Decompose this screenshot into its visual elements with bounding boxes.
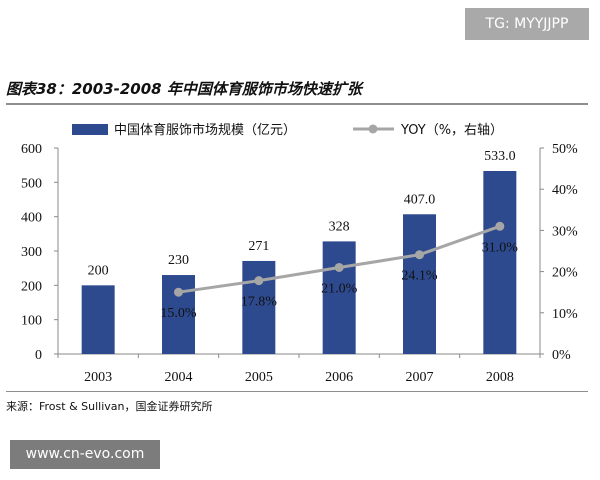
source-rule	[6, 391, 588, 392]
axes: 01002003004005006000%10%20%30%40%50%2003…	[21, 142, 578, 385]
yoy-value-label: 21.0%	[321, 281, 358, 296]
yoy-point	[415, 250, 424, 260]
line-series	[174, 221, 505, 297]
right-tick-label: 50%	[552, 142, 578, 157]
right-tick-label: 30%	[552, 224, 578, 239]
x-tick-label: 2007	[406, 370, 434, 385]
bar-value-label: 200	[88, 263, 109, 278]
bar-value-label: 271	[248, 239, 269, 254]
bar	[403, 214, 436, 354]
figure-title: 图表38：2003-2008 年中国体育服饰市场快速扩张	[6, 80, 362, 98]
tag-label: TG: MYYJJPP	[465, 8, 589, 40]
yoy-point	[495, 221, 505, 231]
right-tick-label: 10%	[552, 307, 578, 322]
data-labels: 200 230 271 328 407.0 533.0 15.0% 17.8% 21.0% 24.…	[88, 149, 519, 321]
left-tick-label: 200	[21, 279, 42, 294]
yoy-value-label: 17.8%	[241, 295, 278, 310]
right-tick-label: 0%	[552, 348, 571, 363]
left-tick-label: 0	[35, 348, 42, 363]
left-tick-label: 100	[21, 314, 42, 329]
bar-value-label: 230	[168, 253, 189, 268]
left-tick-label: 300	[21, 245, 42, 260]
x-tick-label: 2004	[165, 370, 193, 385]
legend-swatch-bar	[72, 124, 108, 135]
bar-value-label: 328	[329, 219, 350, 234]
legend-label-line: YOY（%，右轴）	[400, 123, 503, 138]
source-note: 来源：Frost & Sullivan，国金证券研究所	[6, 400, 213, 413]
bar-series	[81, 171, 517, 354]
bar-value-label: 533.0	[484, 149, 516, 164]
bar-value-label: 407.0	[404, 192, 436, 207]
yoy-point	[254, 276, 264, 286]
watermark: www.cn-evo.com	[10, 440, 160, 469]
left-tick-label: 500	[21, 176, 42, 191]
legend: 中国体育服饰市场规模（亿元） YOY（%，右轴）	[72, 122, 503, 138]
x-tick-label: 2008	[486, 370, 514, 385]
left-tick-label: 400	[21, 211, 42, 226]
bar	[322, 241, 356, 354]
bar	[81, 285, 115, 354]
x-tick-label: 2006	[325, 370, 353, 385]
yoy-point	[334, 262, 344, 272]
right-tick-label: 20%	[552, 266, 578, 281]
legend-label-bar: 中国体育服饰市场规模（亿元）	[114, 122, 296, 138]
x-tick-label: 2003	[84, 370, 112, 385]
legend-marker-line	[368, 124, 378, 134]
yoy-point	[174, 287, 183, 297]
bar	[483, 171, 517, 354]
title-rule	[6, 103, 588, 105]
x-tick-label: 2005	[245, 370, 273, 385]
left-tick-label: 600	[21, 142, 42, 157]
yoy-value-label: 24.1%	[401, 269, 438, 284]
yoy-value-label: 31.0%	[482, 240, 519, 255]
yoy-value-label: 15.0%	[160, 306, 197, 321]
right-tick-label: 40%	[552, 183, 578, 198]
